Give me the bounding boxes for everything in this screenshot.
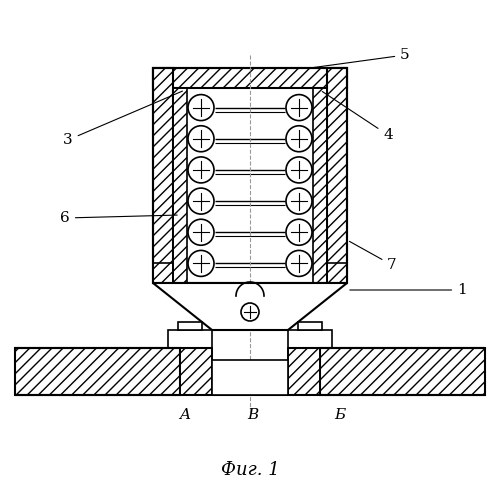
Text: Фиг. 1: Фиг. 1: [220, 461, 280, 479]
Circle shape: [188, 94, 214, 120]
Bar: [168, 330, 212, 348]
Text: 5: 5: [313, 48, 410, 68]
Circle shape: [188, 250, 214, 276]
Bar: [298, 322, 322, 330]
Bar: [327, 263, 347, 283]
Bar: [153, 68, 347, 283]
Circle shape: [286, 250, 312, 276]
Text: Б: Б: [334, 408, 345, 422]
Text: 1: 1: [350, 283, 467, 297]
Polygon shape: [153, 283, 347, 330]
Text: 6: 6: [60, 211, 177, 225]
Bar: [153, 68, 347, 88]
Bar: [320, 348, 485, 395]
Circle shape: [286, 157, 312, 183]
Text: A: A: [180, 408, 190, 422]
Circle shape: [286, 126, 312, 152]
Text: В: В: [248, 408, 258, 422]
Bar: [212, 360, 288, 395]
Bar: [153, 68, 173, 283]
Circle shape: [286, 188, 312, 214]
Text: 3: 3: [63, 91, 182, 147]
Circle shape: [188, 219, 214, 245]
Circle shape: [188, 126, 214, 152]
Bar: [313, 88, 327, 283]
Circle shape: [241, 303, 259, 321]
Text: 4: 4: [322, 92, 393, 142]
Bar: [15, 348, 180, 395]
Bar: [153, 263, 173, 283]
Bar: [173, 88, 187, 283]
Text: 7: 7: [350, 242, 397, 272]
Bar: [327, 68, 347, 283]
Bar: [288, 348, 320, 395]
Circle shape: [286, 219, 312, 245]
Bar: [180, 348, 212, 395]
Circle shape: [188, 157, 214, 183]
Circle shape: [286, 94, 312, 120]
Circle shape: [188, 188, 214, 214]
Bar: [288, 330, 332, 348]
Bar: [178, 322, 202, 330]
